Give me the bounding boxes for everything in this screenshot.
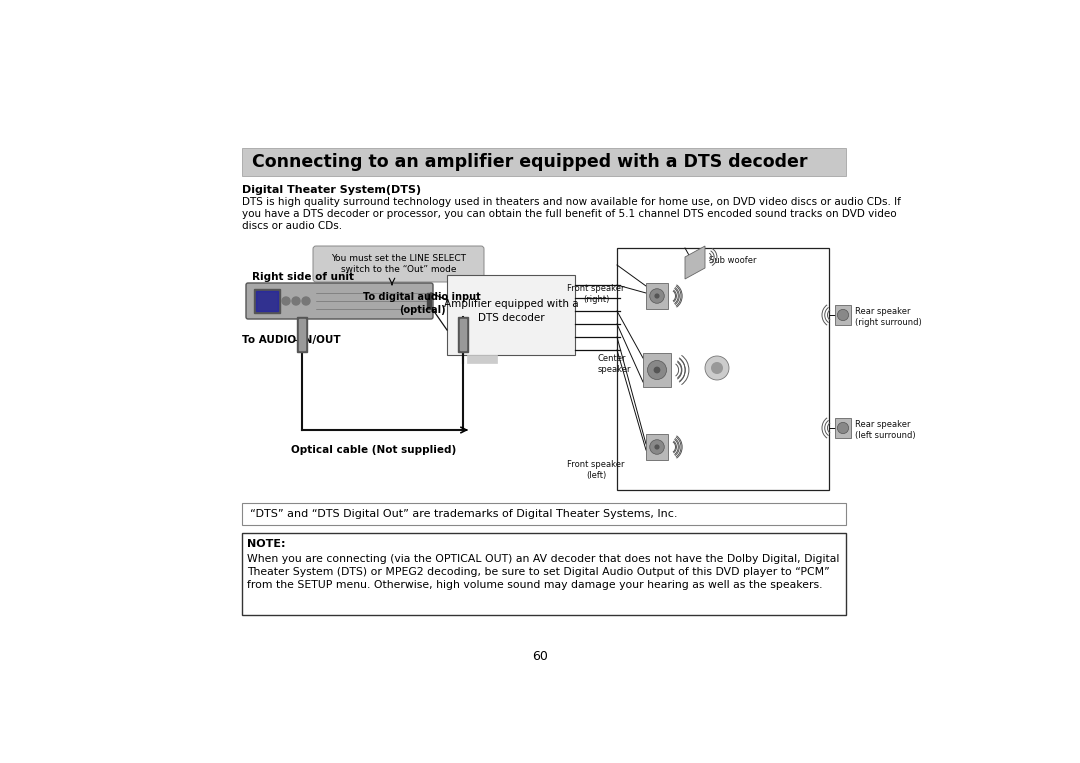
FancyBboxPatch shape <box>242 533 846 615</box>
Circle shape <box>654 294 660 298</box>
Bar <box>460 319 465 350</box>
FancyBboxPatch shape <box>313 246 484 282</box>
FancyBboxPatch shape <box>242 503 846 525</box>
Text: discs or audio CDs.: discs or audio CDs. <box>242 221 342 231</box>
Circle shape <box>711 362 723 374</box>
Text: you have a DTS decoder or processor, you can obtain the full benefit of 5.1 chan: you have a DTS decoder or processor, you… <box>242 209 896 219</box>
Circle shape <box>837 310 849 320</box>
Bar <box>646 283 669 309</box>
Circle shape <box>292 297 300 305</box>
Text: Theater System (DTS) or MPEG2 decoding, be sure to set Digital Audio Output of t: Theater System (DTS) or MPEG2 decoding, … <box>247 567 829 577</box>
Text: Right side of unit: Right side of unit <box>252 272 354 282</box>
Bar <box>643 353 671 387</box>
Bar <box>467 355 497 363</box>
Circle shape <box>650 288 664 303</box>
Text: To AUDIO IN/OUT: To AUDIO IN/OUT <box>242 335 340 345</box>
Circle shape <box>282 297 291 305</box>
Circle shape <box>302 297 310 305</box>
Text: Front speaker
(left): Front speaker (left) <box>567 460 624 480</box>
Circle shape <box>705 356 729 380</box>
Text: Amplifier equipped with a
DTS decoder: Amplifier equipped with a DTS decoder <box>444 299 578 323</box>
Text: Rear speaker
(left surround): Rear speaker (left surround) <box>855 420 916 440</box>
Bar <box>458 317 468 352</box>
Text: 60: 60 <box>532 650 548 663</box>
Text: NOTE:: NOTE: <box>247 539 285 549</box>
FancyBboxPatch shape <box>447 275 575 355</box>
Text: When you are connecting (via the OPTICAL OUT) an AV decoder that does not have t: When you are connecting (via the OPTICAL… <box>247 554 839 564</box>
Bar <box>297 317 307 352</box>
Circle shape <box>837 423 849 433</box>
Bar <box>835 418 851 438</box>
FancyBboxPatch shape <box>242 148 846 176</box>
Bar <box>299 319 305 350</box>
Bar <box>427 293 431 309</box>
Text: Optical cable (Not supplied): Optical cable (Not supplied) <box>292 445 457 455</box>
Circle shape <box>653 366 660 373</box>
Text: You must set the LINE SELECT
switch to the “Out” mode: You must set the LINE SELECT switch to t… <box>330 253 465 275</box>
FancyBboxPatch shape <box>246 283 433 319</box>
Polygon shape <box>685 246 705 279</box>
Bar <box>254 289 280 313</box>
Bar <box>256 291 278 311</box>
Text: Center
speaker: Center speaker <box>598 354 632 374</box>
Text: from the SETUP menu. Otherwise, high volume sound may damage your hearing as wel: from the SETUP menu. Otherwise, high vol… <box>247 580 823 590</box>
Text: Front speaker
(right): Front speaker (right) <box>567 284 624 304</box>
Bar <box>835 305 851 325</box>
Text: Sub woofer: Sub woofer <box>708 256 756 265</box>
Text: Digital Theater System(DTS): Digital Theater System(DTS) <box>242 185 421 195</box>
Circle shape <box>650 439 664 454</box>
Circle shape <box>648 360 666 379</box>
Text: Rear speaker
(right surround): Rear speaker (right surround) <box>855 307 921 327</box>
Circle shape <box>654 444 660 449</box>
Text: Connecting to an amplifier equipped with a DTS decoder: Connecting to an amplifier equipped with… <box>252 153 808 171</box>
Text: To digital audio input
(optical): To digital audio input (optical) <box>363 291 481 315</box>
Bar <box>646 434 669 460</box>
Text: “DTS” and “DTS Digital Out” are trademarks of Digital Theater Systems, Inc.: “DTS” and “DTS Digital Out” are trademar… <box>249 509 677 519</box>
Text: DTS is high quality surround technology used in theaters and now available for h: DTS is high quality surround technology … <box>242 197 901 207</box>
Bar <box>617 248 829 490</box>
